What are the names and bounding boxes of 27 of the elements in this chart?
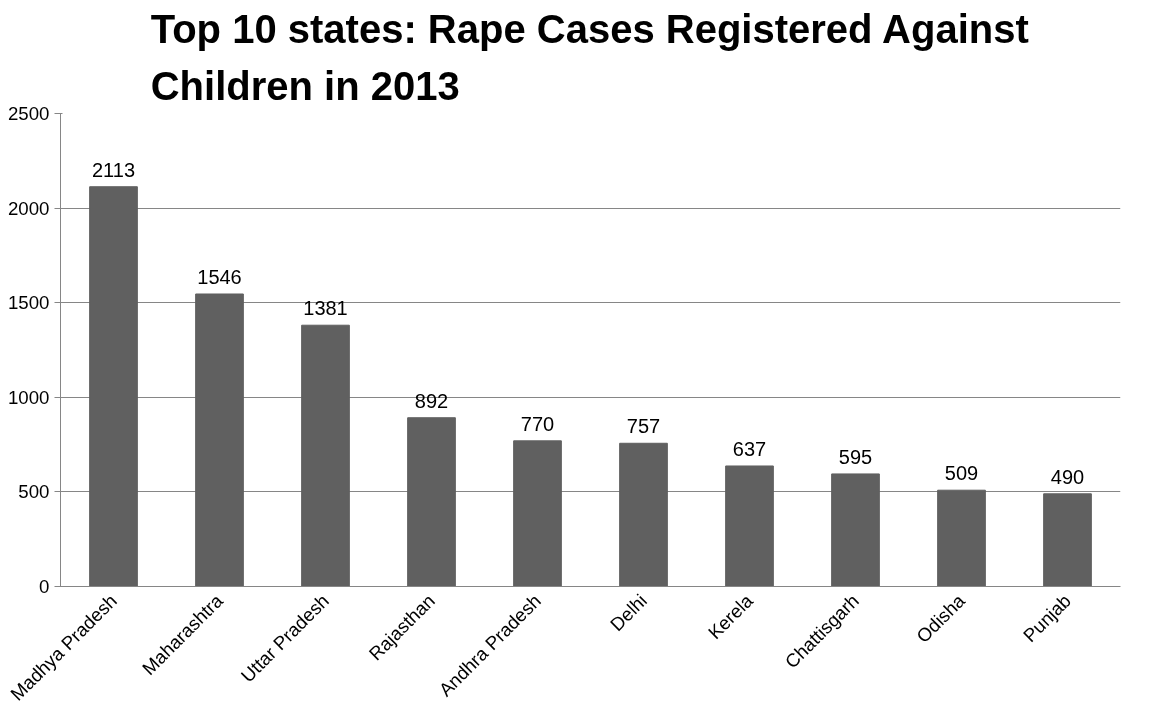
y-tick-label: 0	[39, 576, 50, 597]
bar	[301, 324, 350, 587]
bar	[513, 440, 562, 587]
bar	[195, 293, 244, 587]
data-label: 637	[732, 437, 767, 460]
data-label: 509	[944, 462, 979, 485]
y-tick-label: 2000	[8, 197, 50, 219]
data-label: 892	[414, 389, 449, 412]
data-label: 490	[1050, 465, 1085, 488]
data-label: 770	[520, 412, 555, 435]
y-tick-label: 2500	[8, 103, 50, 124]
y-tick-label: 1500	[8, 292, 50, 314]
y-tick-label: 500	[18, 481, 50, 503]
bar	[89, 186, 138, 587]
data-label: 1381	[303, 297, 348, 320]
data-label: 757	[626, 415, 661, 438]
bar	[725, 465, 774, 587]
data-label: 2113	[92, 158, 136, 181]
bar	[619, 442, 668, 587]
y-tick-label: 1000	[8, 386, 50, 408]
bar	[1043, 493, 1092, 587]
bar	[831, 473, 880, 587]
data-label: 595	[838, 445, 873, 468]
bar	[407, 417, 456, 587]
chart-title: Top 10 states: Rape Cases Registered Against Children in 2013	[150, 7, 1029, 109]
bar	[937, 489, 986, 587]
data-label: 1546	[197, 266, 242, 288]
